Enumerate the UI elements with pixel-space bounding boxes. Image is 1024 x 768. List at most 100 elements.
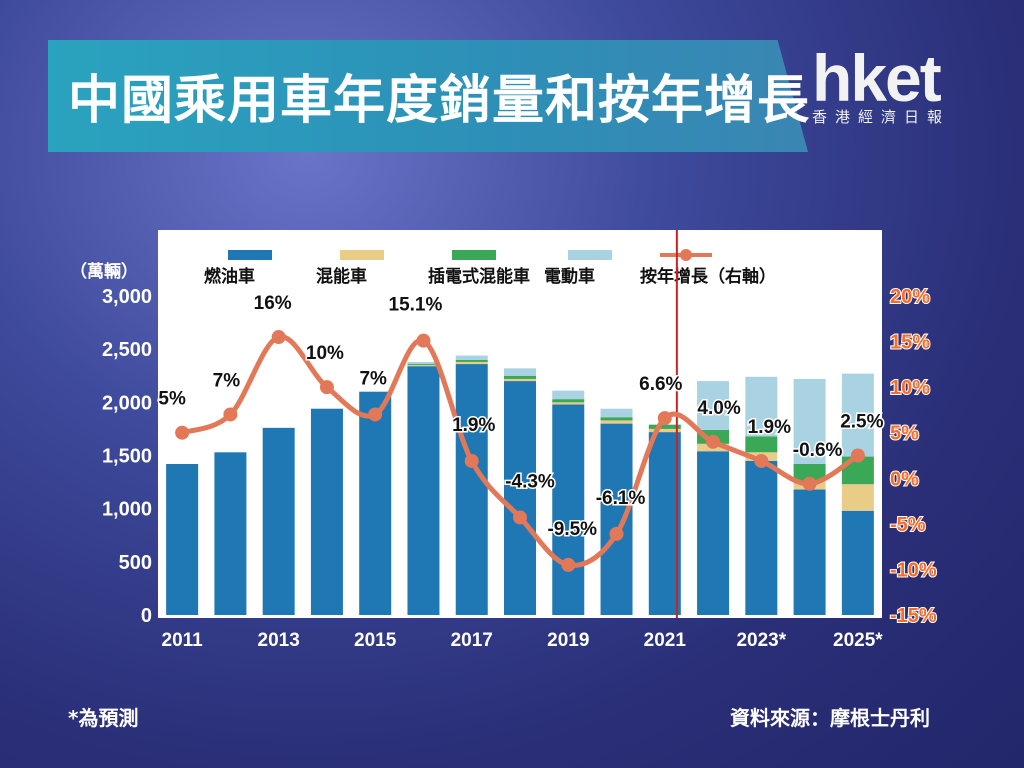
legend-swatch-0	[228, 250, 272, 260]
bar-ev-2020	[600, 408, 633, 418]
right-tick--15: -15%	[890, 605, 937, 627]
bar-fuel-2023	[745, 460, 778, 615]
left-tick-2500: 2,500	[102, 339, 152, 361]
growth-label-2013: 16%	[254, 293, 292, 314]
left-tick-2000: 2,000	[102, 392, 152, 414]
right-tick-5: 5%	[890, 423, 919, 445]
bar-phev-2019	[552, 399, 585, 403]
bar-hybrid-2019	[552, 402, 585, 405]
growth-point-2019	[561, 557, 576, 572]
data-source: 資料來源：摩根士丹利	[730, 706, 930, 730]
bar-fuel-2015	[359, 391, 392, 615]
bar-fuel-2017	[455, 364, 488, 615]
left-tick-1500: 1,500	[102, 446, 152, 468]
right-tick-15: 15%	[890, 332, 930, 354]
right-tick--5: -5%	[890, 514, 926, 536]
growth-point-2017	[464, 453, 479, 468]
growth-label-2015: 7%	[359, 368, 387, 389]
growth-label-2019: -9.5%	[547, 519, 597, 540]
growth-point-2014	[319, 380, 334, 395]
bar-hybrid-2020	[600, 420, 633, 424]
bar-ev-2025	[841, 373, 874, 457]
legend-label-0: 燃油車	[204, 266, 255, 287]
left-tick-1000: 1,000	[102, 499, 152, 521]
bar-fuel-2018	[504, 381, 536, 615]
bar-fuel-2019	[552, 404, 585, 615]
bar-ev-2023	[745, 376, 778, 437]
bar-phev-2023	[745, 436, 778, 453]
growth-label-2018: -4.3%	[505, 471, 555, 492]
growth-point-2011	[175, 425, 190, 440]
legend-swatch-2	[452, 250, 496, 260]
bar-fuel-2013	[262, 427, 295, 615]
growth-point-2018	[513, 510, 527, 525]
left-tick-500: 500	[119, 552, 152, 574]
bar-hybrid-2025	[841, 484, 874, 511]
right-tick-20: 20%	[890, 286, 930, 308]
bar-phev-2016	[407, 364, 440, 366]
forecast-footnote: *為預測	[68, 706, 139, 730]
left-tick-3000: 3,000	[102, 286, 152, 308]
growth-point-2024	[802, 476, 817, 491]
x-tick-2017: 2017	[451, 630, 493, 651]
right-tick-0: 0%	[890, 468, 919, 490]
right-tick--10: -10%	[890, 559, 937, 581]
growth-point-2025	[850, 448, 865, 463]
bar-ev-2017	[455, 355, 488, 360]
x-tick-2011: 2011	[162, 630, 204, 651]
legend-label-4: 按年增長（右軸）	[640, 266, 776, 287]
bar-ev-2024	[793, 378, 826, 465]
bar-fuel-2024	[793, 489, 826, 615]
bar-fuel-2021	[648, 432, 681, 615]
page-title: 中國乘用車年度銷量和按年增長	[68, 71, 811, 131]
left-axis-unit-label: （萬輛）	[70, 261, 138, 282]
bar-phev-2021	[648, 424, 681, 429]
growth-point-2020	[609, 526, 624, 541]
bar-phev-2017	[455, 359, 488, 362]
bar-hybrid-2016	[407, 365, 440, 367]
growth-point-2012	[223, 407, 238, 422]
growth-label-2020: -6.1%	[596, 488, 646, 509]
growth-point-2013	[271, 330, 286, 345]
growth-line-path	[181, 334, 860, 568]
left-axis: 0 500 1,000 1,500 2,000 2,500 3,000	[102, 286, 152, 627]
bar-phev-2018	[504, 375, 536, 379]
x-tick-2015: 2015	[354, 630, 397, 651]
growth-label-2022: 4.0%	[697, 398, 740, 419]
bar-fuel-2011	[166, 464, 199, 615]
bar-series	[166, 355, 874, 615]
right-tick-10: 10%	[890, 377, 930, 399]
bar-phev-2020	[600, 417, 633, 421]
legend-label-3: 電動車	[544, 266, 595, 287]
growth-point-2015	[368, 407, 383, 422]
legend-label-2: 插電式混能車	[428, 266, 530, 287]
title-banner	[48, 40, 808, 152]
legend-label-1: 混能車	[316, 266, 367, 287]
bar-phev-2024	[793, 464, 826, 482]
bar-fuel-2012	[214, 452, 247, 615]
growth-line-series: 5% 7% 16% 10% 7% 15.1% 1.9% -4.3% -9.5% -6.1% 6.6%…	[157, 292, 885, 572]
bar-ev-2016	[407, 361, 440, 365]
x-tick-2025: 2025*	[833, 630, 883, 651]
bar-ev-2022	[697, 381, 730, 430]
logo-subtitle: 香港經濟日報	[812, 108, 951, 126]
left-tick-0: 0	[141, 605, 152, 627]
bar-fuel-2022	[697, 451, 730, 615]
bar-hybrid-2018	[504, 378, 536, 382]
growth-label-2011: 5%	[158, 389, 186, 410]
bar-fuel-2016	[407, 366, 440, 615]
x-tick-2023: 2023*	[736, 630, 786, 651]
right-axis: -15% -10% -5% 0% 5% 10% 15% 20%	[889, 285, 938, 628]
growth-label-2021: 6.6%	[639, 374, 682, 395]
logo-wordmark: hket	[812, 41, 942, 115]
growth-point-2022	[706, 434, 721, 449]
growth-label-2024: -0.6%	[793, 440, 843, 461]
growth-point-2016	[416, 333, 431, 348]
growth-label-2017: 1.9%	[452, 415, 495, 436]
legend-swatch-3	[568, 250, 612, 260]
bar-hybrid-2017	[455, 361, 488, 365]
x-axis: 2011 2013 2015 2017 2019 2021 2023* 2025*	[162, 630, 884, 651]
legend-swatch-marker	[680, 249, 692, 261]
bar-fuel-2014	[310, 408, 343, 615]
